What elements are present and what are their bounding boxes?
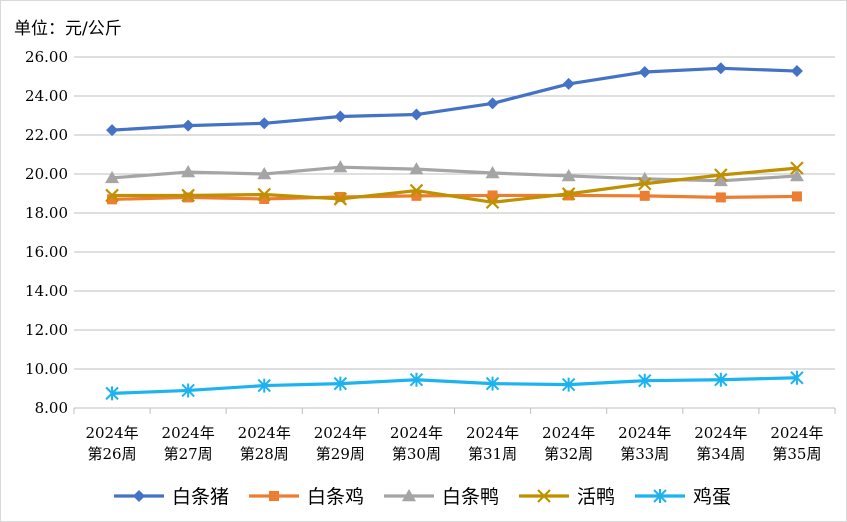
data-point xyxy=(713,173,728,187)
y-tick-label: 16.00 xyxy=(25,243,68,261)
legend-marker xyxy=(269,491,279,501)
data-point xyxy=(638,66,651,79)
x-tick-label: 2024年第35周 xyxy=(770,424,823,463)
unit-label: 单位：元/公斤 xyxy=(14,19,122,39)
data-point xyxy=(333,160,348,173)
legend-label: 鸡蛋 xyxy=(693,486,731,508)
legend-item: 白条鸡 xyxy=(249,486,364,508)
data-point xyxy=(182,119,195,132)
data-point xyxy=(714,372,728,387)
data-point xyxy=(714,62,727,75)
data-point xyxy=(791,191,802,202)
data-point xyxy=(411,190,422,201)
y-tick-label: 22.00 xyxy=(25,126,68,144)
data-point xyxy=(335,192,346,203)
data-point xyxy=(181,165,196,178)
data-point xyxy=(487,190,498,201)
legend-item: 活鸭 xyxy=(519,486,615,508)
data-point xyxy=(105,188,119,203)
series-line xyxy=(112,166,798,204)
data-point xyxy=(181,383,195,398)
data-point xyxy=(790,65,803,78)
data-point xyxy=(409,372,424,387)
y-tick-label: 18.00 xyxy=(25,204,68,222)
data-point xyxy=(107,194,118,205)
y-tick-label: 10.00 xyxy=(25,360,68,378)
data-point xyxy=(486,97,499,110)
series-4 xyxy=(105,370,804,401)
y-tick-label: 26.00 xyxy=(25,48,68,66)
data-point xyxy=(639,190,650,201)
legend-label: 活鸭 xyxy=(577,486,615,508)
data-point xyxy=(562,77,575,90)
legend-item: 白条猪 xyxy=(114,486,229,508)
x-axis-ticks: 2024年第26周 2024年第27周 2024年第28周 2024年第29周 2024… xyxy=(85,424,823,463)
legend-label: 白条鸡 xyxy=(307,486,364,508)
legend-label: 白条猪 xyxy=(172,486,229,508)
legend-label: 白条鸭 xyxy=(442,486,499,508)
legend: 白条猪 白条鸡 白条鸭 活鸭 鸡蛋 xyxy=(114,486,731,508)
data-point xyxy=(333,192,348,206)
data-point xyxy=(561,377,576,392)
data-point xyxy=(790,370,804,385)
x-tick-label: 2024年第31周 xyxy=(466,424,519,463)
data-point xyxy=(638,373,652,388)
series-line xyxy=(111,66,798,132)
y-tick-label: 8.00 xyxy=(35,399,68,417)
data-point xyxy=(333,376,348,391)
y-tick-label: 24.00 xyxy=(25,87,68,105)
x-tick-label: 2024年第29周 xyxy=(314,424,367,463)
legend-marker xyxy=(537,489,551,503)
data-point xyxy=(485,166,500,179)
data-point xyxy=(714,168,728,182)
data-point xyxy=(485,195,500,210)
data-point xyxy=(561,187,576,201)
data-point xyxy=(106,124,119,137)
data-point xyxy=(257,187,272,202)
data-point xyxy=(259,193,270,204)
data-point xyxy=(561,168,576,182)
data-point xyxy=(105,170,120,184)
x-tick-label: 2024年第33周 xyxy=(618,424,671,463)
legend-item: 白条鸭 xyxy=(384,486,499,508)
data-point xyxy=(257,167,272,180)
x-tick-label: 2024年第26周 xyxy=(85,424,138,463)
data-point xyxy=(485,376,500,391)
x-tick-label: 2024年第27周 xyxy=(162,424,215,463)
y-tick-label: 12.00 xyxy=(25,321,68,339)
data-point xyxy=(257,378,271,393)
data-point xyxy=(181,188,195,203)
gridlines xyxy=(73,56,836,414)
legend-marker xyxy=(653,489,667,503)
x-tick-label: 2024年第28周 xyxy=(238,424,291,463)
data-point xyxy=(258,117,271,130)
legend-item: 鸡蛋 xyxy=(635,486,731,508)
data-point xyxy=(715,192,726,203)
data-point xyxy=(409,183,424,198)
series-2 xyxy=(105,160,804,187)
data-point xyxy=(334,110,347,123)
x-tick-label: 2024年第34周 xyxy=(694,424,747,463)
y-tick-label: 20.00 xyxy=(25,165,68,183)
legend-marker xyxy=(133,490,145,502)
data-point xyxy=(410,108,423,121)
series-line xyxy=(111,376,797,395)
data-point xyxy=(637,176,652,191)
x-tick-label: 2024年第32周 xyxy=(542,424,595,463)
y-axis-ticks: 8.00 10.00 12.00 14.00 16.00 18.00 20.00 22.00 2… xyxy=(25,48,68,417)
series-3 xyxy=(105,161,804,210)
data-point xyxy=(790,161,804,175)
series-group xyxy=(105,62,804,401)
data-point xyxy=(105,386,119,401)
data-point xyxy=(183,192,194,203)
data-point xyxy=(789,168,804,182)
data-point xyxy=(409,162,424,175)
x-tick-label: 2024年第30周 xyxy=(390,424,443,463)
y-tick-label: 14.00 xyxy=(25,282,68,300)
series-0 xyxy=(106,62,803,137)
legend-marker xyxy=(402,489,416,502)
